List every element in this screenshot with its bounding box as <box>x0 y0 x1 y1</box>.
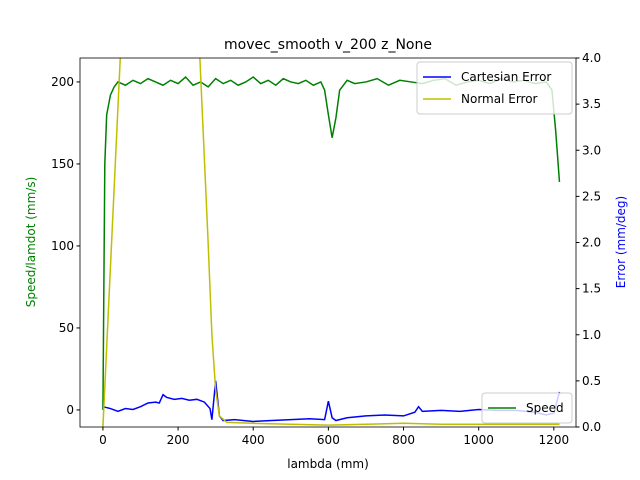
y2-tick-label: 0.5 <box>582 374 601 388</box>
y-tick-label: 150 <box>51 157 74 171</box>
y2-axis-label: Error (mm/deg) <box>614 196 628 288</box>
legend-label: Cartesian Error <box>461 70 551 84</box>
y2-tick-label: 3.0 <box>582 143 601 157</box>
y-tick-label: 0 <box>66 403 74 417</box>
legend-label: Speed <box>526 401 564 415</box>
x-tick-label: 600 <box>317 433 340 447</box>
y-tick-label: 200 <box>51 75 74 89</box>
y2-tick-label: 0.0 <box>582 420 601 434</box>
series-line <box>102 58 560 427</box>
x-axis-label: lambda (mm) <box>287 457 369 471</box>
x-tick-label: 0 <box>99 433 107 447</box>
x-tick-label: 1000 <box>463 433 494 447</box>
chart-title: movec_smooth v_200 z_None <box>224 37 432 53</box>
y2-tick-label: 2.0 <box>582 236 601 250</box>
y-tick-label: 100 <box>51 239 74 253</box>
x-tick-label: 800 <box>392 433 415 447</box>
legend-label: Normal Error <box>461 92 538 106</box>
legend-box <box>416 61 573 115</box>
x-tick-label: 1200 <box>539 433 570 447</box>
y2-tick-label: 4.0 <box>582 51 601 65</box>
y2-tick-label: 1.0 <box>582 328 601 342</box>
y2-tick-label: 3.5 <box>582 97 601 111</box>
y2-tick-label: 1.5 <box>582 282 601 296</box>
x-tick-label: 400 <box>242 433 265 447</box>
y2-tick-label: 2.5 <box>582 189 601 203</box>
y-axis-label: Speed/lamdot (mm/s) <box>24 177 38 308</box>
x-tick-label: 200 <box>167 433 190 447</box>
series-line <box>102 380 561 423</box>
series-line <box>102 75 561 410</box>
legend-box <box>481 392 573 424</box>
y-tick-label: 50 <box>59 321 74 335</box>
